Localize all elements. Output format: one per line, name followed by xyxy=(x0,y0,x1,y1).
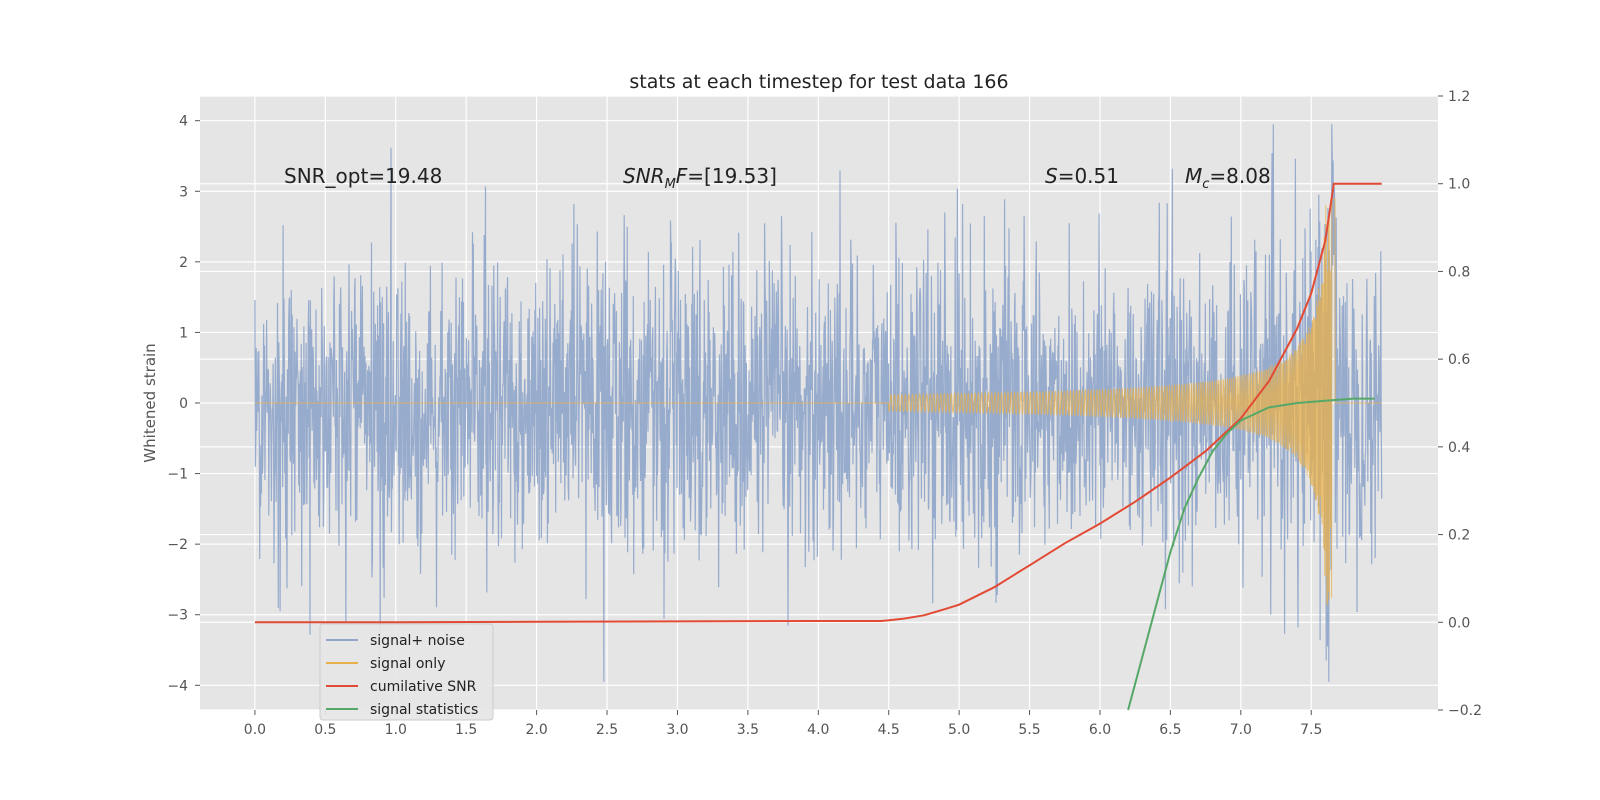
legend-label: signal only xyxy=(370,656,445,672)
x-tick-label: 3.0 xyxy=(666,722,688,738)
signal-statistics-line xyxy=(1127,397,1375,711)
legend-label: signal+ noise xyxy=(370,633,465,649)
series-signal-only xyxy=(254,198,1382,606)
y2-tick-label: 0.6 xyxy=(1448,352,1470,368)
x-tick-label: 4.5 xyxy=(878,722,900,738)
series-signal-statistics xyxy=(1127,397,1375,711)
series-cumulative-snr xyxy=(254,182,1382,624)
x-axis: 0.0 0.5 1.0 1.5 2.0 2.5 3.0 3.5 4.0 4.5 5.0 5.5 6.0 6… xyxy=(244,710,1322,738)
y2-tick-label: 1.0 xyxy=(1448,177,1470,193)
y-axis-right: 1.2 1.0 0.8 0.6 0.4 0.2 0.0 −0.2 xyxy=(1438,89,1482,719)
y2-tick-label: 0.0 xyxy=(1448,615,1470,631)
legend: signal+ noise signal only cumilative SNR si… xyxy=(319,623,494,721)
y2-tick-label: 0.4 xyxy=(1448,440,1470,456)
signal-only-line xyxy=(254,198,1382,606)
y-tick-label: 3 xyxy=(179,184,188,200)
annotation-s: S=0.51 xyxy=(1045,164,1119,188)
annotation-snr-mf: SNRMF=[19.53] xyxy=(623,164,777,192)
x-tick-label: 6.0 xyxy=(1089,722,1111,738)
y-tick-label: −2 xyxy=(167,537,188,553)
x-tick-label: 7.0 xyxy=(1230,722,1252,738)
x-tick-label: 6.5 xyxy=(1159,722,1181,738)
series-signal-noise xyxy=(254,124,1383,682)
annotation-snr-opt: SNR_opt=19.48 xyxy=(284,164,442,188)
legend-box xyxy=(319,623,494,721)
x-tick-label: 3.5 xyxy=(737,722,759,738)
y-tick-label: 4 xyxy=(179,114,188,130)
x-tick-label: 4.0 xyxy=(807,722,829,738)
x-tick-label: 1.5 xyxy=(455,722,477,738)
x-tick-label: 5.0 xyxy=(948,722,970,738)
signal-noise-line xyxy=(254,124,1383,682)
y2-tick-label: 0.8 xyxy=(1448,264,1470,280)
x-tick-label: 1.0 xyxy=(385,722,407,738)
y-tick-label: 0 xyxy=(179,396,188,412)
x-tick-label: 2.5 xyxy=(596,722,618,738)
y-tick-label: −3 xyxy=(167,608,188,624)
x-tick-label: 0.5 xyxy=(314,722,336,738)
legend-label: cumilative SNR xyxy=(370,679,477,695)
y-tick-label: 2 xyxy=(179,255,188,271)
cumulative-snr-line xyxy=(254,182,1382,624)
x-tick-label: 0.0 xyxy=(244,722,266,738)
x-tick-label: 7.5 xyxy=(1300,722,1322,738)
annotation-mc: Mc=8.08 xyxy=(1185,164,1271,192)
y-tick-label: 1 xyxy=(179,325,188,341)
legend-label: signal statistics xyxy=(370,702,478,718)
y-axis-left: 4 3 2 1 0 −1 −2 −3 −4 xyxy=(167,114,200,694)
y-tick-label: −4 xyxy=(167,678,188,694)
y-tick-label: −1 xyxy=(167,467,188,483)
chart-title: stats at each timestep for test data 166 xyxy=(629,71,1008,93)
y2-tick-label: −0.2 xyxy=(1448,703,1482,719)
y-axis-label: Whitened strain xyxy=(141,343,159,462)
y2-tick-label: 0.2 xyxy=(1448,528,1470,544)
y2-tick-label: 1.2 xyxy=(1448,89,1470,105)
x-tick-label: 2.0 xyxy=(525,722,547,738)
x-tick-label: 5.5 xyxy=(1018,722,1040,738)
